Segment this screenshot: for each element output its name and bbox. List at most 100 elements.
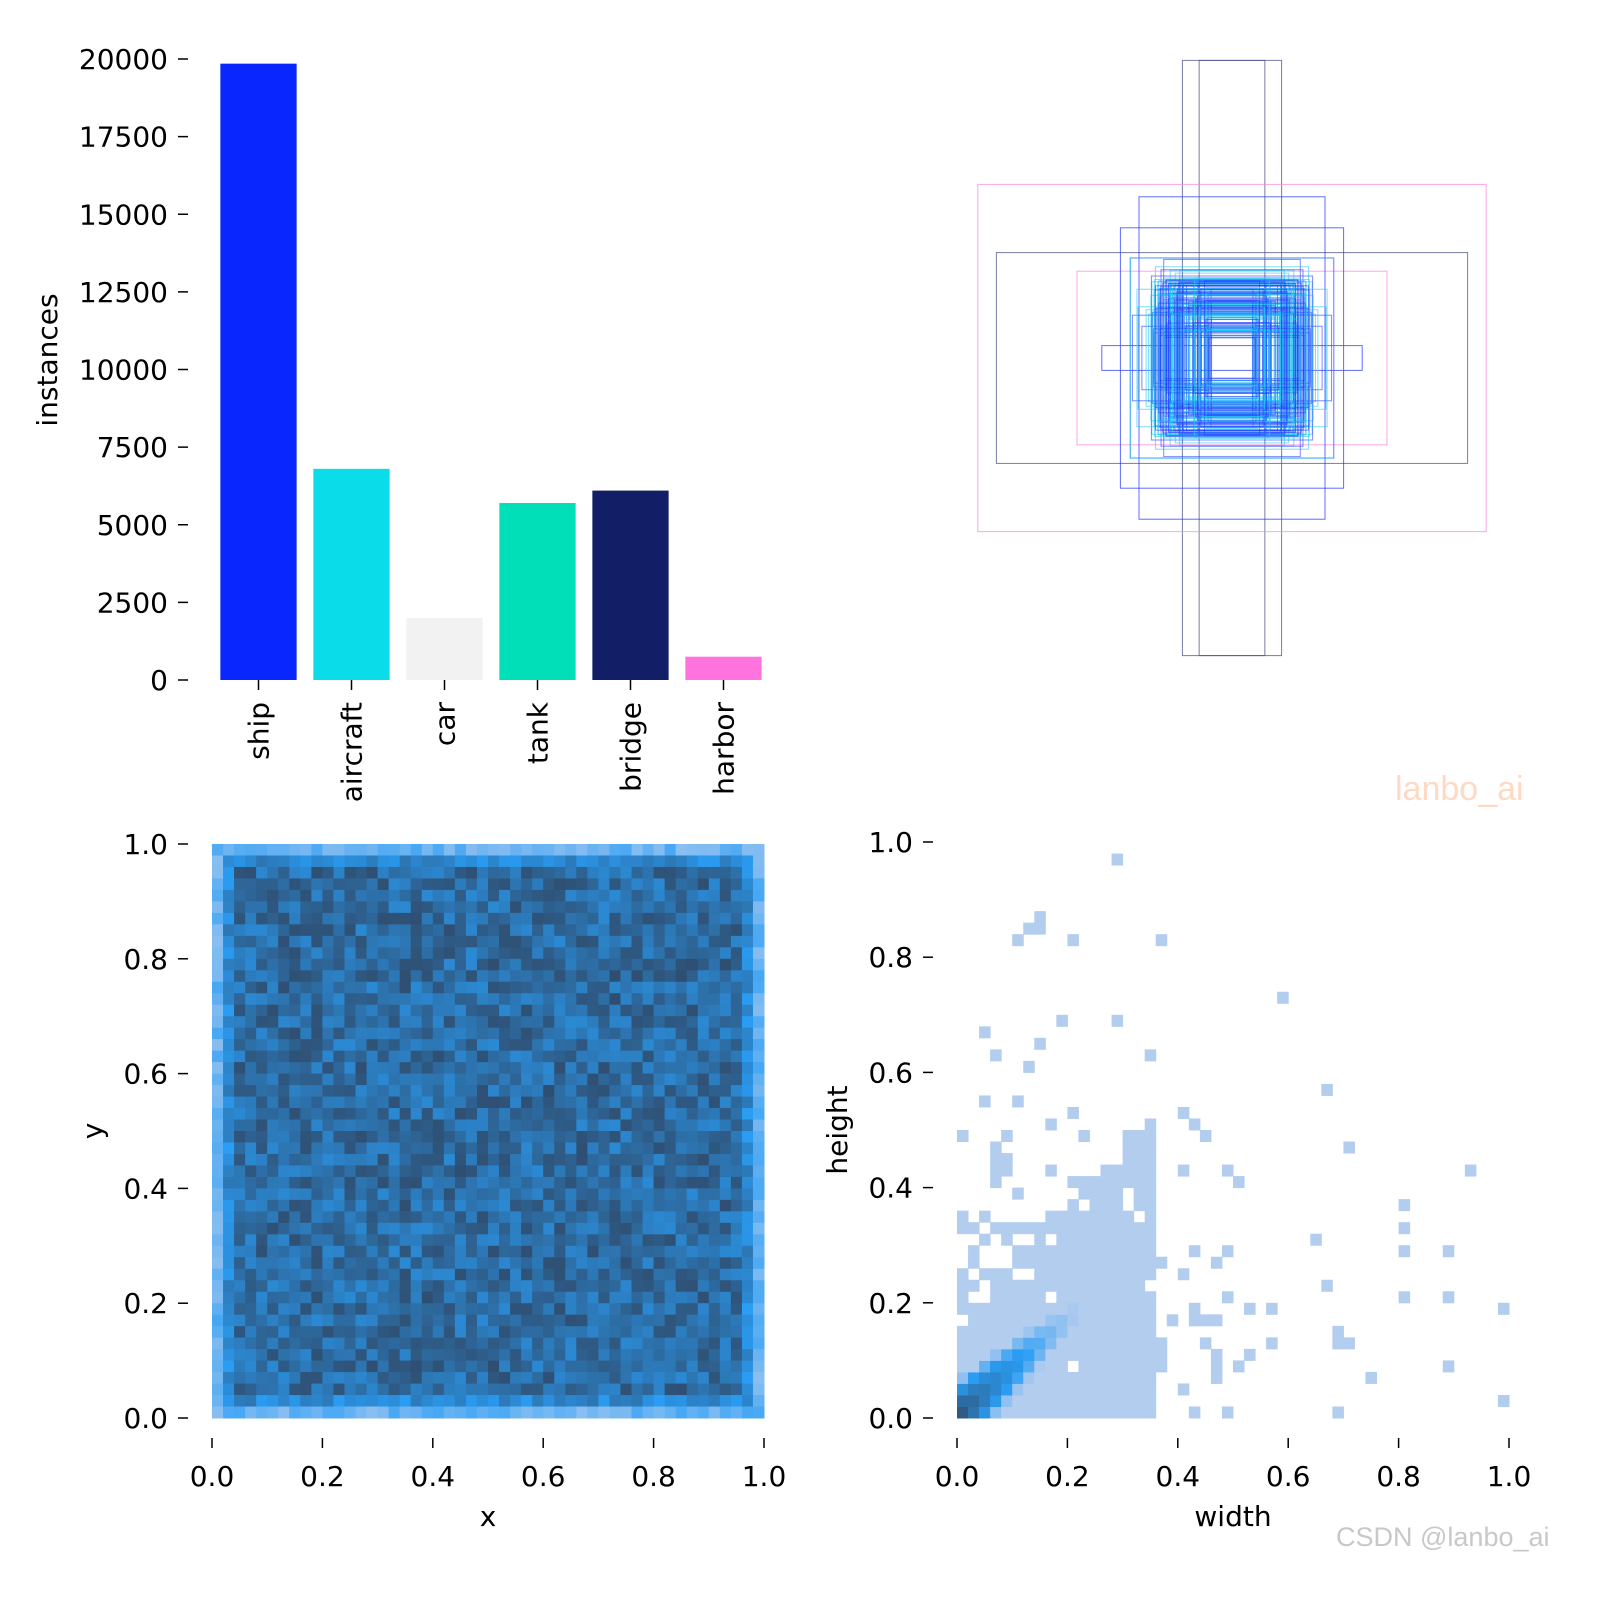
heatmap-cell (399, 1096, 412, 1109)
heatmap-cell (1078, 1233, 1090, 1246)
heatmap-cell (410, 1096, 423, 1109)
heatmap-cell (675, 1234, 688, 1247)
heatmap-cell (697, 878, 710, 891)
heatmap-cell (587, 1165, 599, 1178)
heatmap-cell (454, 1211, 467, 1224)
heatmap-cell (1133, 1337, 1146, 1350)
heatmap-cell (1067, 1337, 1079, 1350)
heatmap-cell (488, 1257, 500, 1270)
heatmap-cell (300, 993, 312, 1006)
heatmap-cell (256, 1027, 268, 1040)
heatmap-cell (388, 1165, 401, 1178)
heatmap-cell (443, 1280, 456, 1293)
heatmap-cell (532, 1119, 544, 1132)
heatmap-cell (609, 1337, 621, 1350)
heatmap-cell (631, 993, 644, 1006)
y-tick-label: 10000 (79, 354, 168, 387)
heatmap-cell (1111, 1210, 1124, 1223)
heatmap-cell (708, 1108, 721, 1121)
heatmap-cell (278, 1153, 290, 1166)
heatmap-cell (576, 1360, 588, 1373)
heatmap-cell (532, 1280, 544, 1293)
heatmap-cell (752, 1153, 765, 1166)
heatmap-cell (333, 993, 345, 1006)
heatmap-cell (708, 1016, 721, 1029)
heatmap-cell (322, 981, 334, 994)
heatmap-cell (1221, 1291, 1234, 1304)
heatmap-cell (532, 1062, 544, 1075)
heatmap-cell (730, 1337, 743, 1350)
heatmap-cell (620, 1096, 633, 1109)
heatmap-cell (642, 935, 655, 948)
heatmap-cell (968, 1314, 980, 1327)
heatmap-cell (1045, 1164, 1057, 1177)
heatmap-cell (631, 866, 644, 879)
heatmap-cell (598, 1016, 610, 1029)
heatmap-cell (730, 1073, 743, 1086)
heatmap-cell (1078, 1371, 1090, 1384)
heatmap-cell (565, 866, 577, 879)
heatmap-cell (730, 1004, 743, 1017)
heatmap-cell (1122, 1233, 1135, 1246)
heatmap-cell (476, 1234, 489, 1247)
heatmap-cell (990, 1394, 1002, 1407)
heatmap-cell (708, 1303, 721, 1316)
heatmap-cell (1012, 1394, 1024, 1407)
heatmap-cell (576, 1234, 588, 1247)
heatmap-cell (543, 958, 555, 971)
heatmap-cell (311, 1280, 323, 1293)
heatmap-cell (1177, 1164, 1190, 1177)
heatmap-cell (377, 981, 390, 994)
heatmap-cell (410, 1211, 423, 1224)
heatmap-cell (1089, 1337, 1102, 1350)
heatmap-cell (212, 1016, 224, 1029)
heatmap-cell (565, 901, 577, 914)
heatmap-cell (1100, 1199, 1113, 1212)
class-instances-bar-chart: ship aircraft car tank bridge harbor025005000… (31, 43, 762, 802)
heatmap-cell (322, 844, 334, 856)
heatmap-cell (432, 912, 445, 925)
heatmap-cell (234, 1027, 246, 1040)
heatmap-cell (1122, 1164, 1135, 1177)
heatmap-cell (256, 958, 268, 971)
heatmap-cell (267, 912, 279, 925)
heatmap-cell (421, 1142, 434, 1155)
heatmap-cell (421, 1062, 434, 1075)
heatmap-cell (432, 1291, 445, 1304)
heatmap-cell (443, 889, 456, 902)
heatmap-cell (510, 1027, 522, 1040)
heatmap-cell (443, 1142, 456, 1155)
heatmap-cell (223, 1199, 235, 1212)
heatmap-cell (289, 844, 301, 856)
heatmap-cell (322, 1165, 334, 1178)
heatmap-cell (631, 924, 644, 937)
heatmap-cell (1177, 1106, 1190, 1119)
heatmap-cell (245, 935, 257, 948)
heatmap-cell (653, 878, 666, 891)
heatmap-cell (212, 1337, 224, 1350)
heatmap-cell (653, 901, 666, 914)
heatmap-cell (388, 981, 401, 994)
heatmap-cell (752, 1027, 765, 1040)
heatmap-cell (377, 1222, 390, 1235)
heatmap-cell (697, 935, 710, 948)
heatmap-cell (1012, 1325, 1024, 1338)
heatmap-cell (388, 1291, 401, 1304)
heatmap-cell (388, 1360, 401, 1373)
heatmap-cell (741, 1004, 754, 1017)
heatmap-cell (620, 901, 633, 914)
heatmap-cell (730, 1027, 743, 1040)
bounding-box-overlay-plot (977, 59, 1487, 657)
heatmap-cell (499, 1303, 511, 1316)
heatmap-cell (278, 1039, 290, 1052)
heatmap-cell (642, 1303, 655, 1316)
bbox-outline (1208, 332, 1256, 384)
heatmap-cell (741, 1291, 754, 1304)
heatmap-cell (752, 935, 765, 948)
heatmap-cell (366, 1142, 379, 1155)
heatmap-cell (377, 1027, 390, 1040)
heatmap-cell (410, 1257, 423, 1270)
heatmap-cell (443, 1222, 456, 1235)
heatmap-cell (212, 901, 224, 914)
heatmap-cell (697, 1176, 710, 1189)
